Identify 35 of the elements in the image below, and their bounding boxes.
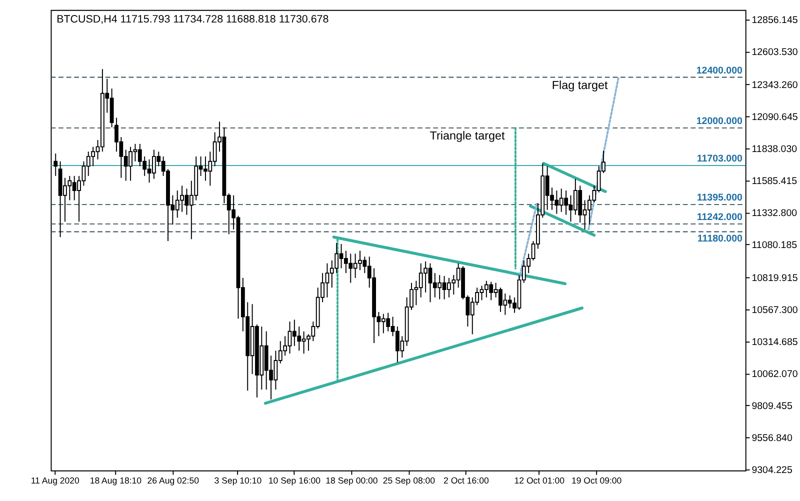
x-tick-label: 25 Sep 08:00 [382,476,436,486]
ref-line-label: 11242.000 [696,212,744,224]
y-tick-label: 10062.070 [752,368,798,380]
y-tick-label: 10819.915 [752,272,798,284]
x-tick-label: 12 Oct 01:00 [514,476,565,486]
x-tick-label: 18 Sep 00:00 [326,476,378,486]
x-tick-label: 26 Aug 02:50 [147,476,200,486]
y-tick-label: 10567.300 [752,304,798,316]
annotation: Flag target [552,79,609,92]
x-tick-label: 10 Sep 16:00 [268,476,321,486]
y-tick-label: 9809.455 [752,400,793,412]
y-tick-label: 9304.225 [752,464,793,476]
y-tick-label: 10314.685 [752,336,798,348]
x-tick-label: 2 Oct 16:00 [444,476,489,486]
y-tick-label: 11838.030 [752,144,798,155]
x-tick-label: 19 Oct 09:00 [571,476,622,486]
y-tick-label: 12090.645 [752,112,798,123]
x-tick-label: 3 Sep 10:10 [214,476,262,486]
annotation: Triangle target [430,130,506,143]
ref-line-label: 11180.000 [697,234,744,245]
y-tick-label: 11585.415 [752,176,798,187]
y-tick-label: 12343.260 [752,80,798,91]
y-tick-label: 11080.185 [752,240,798,251]
y-tick-label: 12603.530 [752,46,798,58]
x-tick-label: 18 Aug 18:10 [90,476,142,486]
ref-line-label: 12400.000 [696,65,744,76]
y-tick-label: 11332.800 [752,208,798,219]
y-tick-label: 9556.840 [752,432,793,444]
ref-line-label: 11395.000 [696,192,744,204]
candlestick [54,153,58,176]
chart-title: BTCUSD,H4 11715.793 11734.728 11688.818 11730.678 [56,14,329,26]
ref-line-label: 11703.000 [696,154,744,165]
x-tick-label: 11 Aug 2020 [30,476,80,486]
ref-line-label: 12000.000 [696,116,744,128]
y-tick-label: 12856.145 [752,14,798,26]
